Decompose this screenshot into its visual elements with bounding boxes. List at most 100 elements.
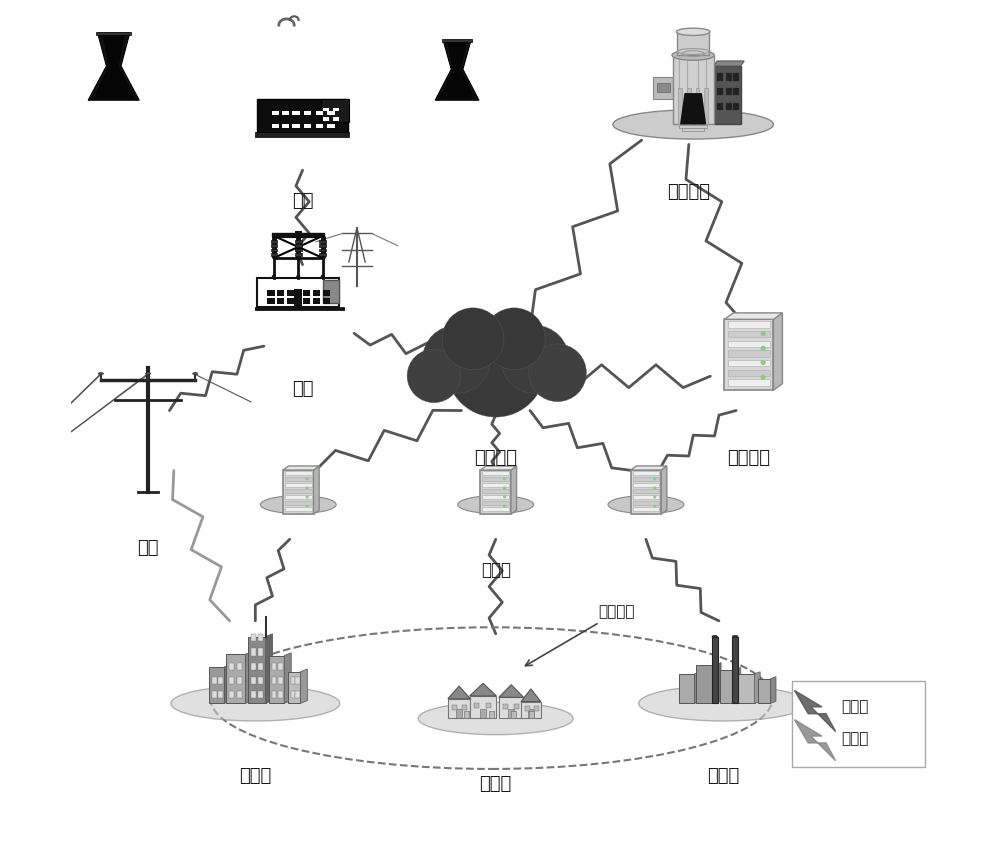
Bar — [503, 704, 508, 709]
Ellipse shape — [145, 372, 151, 375]
Polygon shape — [314, 466, 319, 514]
Polygon shape — [448, 686, 470, 699]
Polygon shape — [511, 466, 517, 514]
Bar — [319, 249, 326, 251]
Polygon shape — [439, 41, 475, 98]
Bar — [657, 83, 670, 92]
Text: 工业区: 工业区 — [707, 766, 739, 785]
Bar — [218, 690, 223, 698]
Circle shape — [501, 326, 569, 393]
Bar — [737, 674, 755, 703]
Text: 商业区: 商业区 — [239, 766, 271, 785]
Bar — [489, 711, 494, 719]
Bar — [733, 73, 739, 80]
Circle shape — [272, 275, 276, 279]
Bar — [758, 679, 770, 703]
Bar — [269, 656, 284, 703]
Circle shape — [761, 331, 766, 336]
Bar — [277, 289, 284, 296]
Bar — [313, 289, 320, 296]
Bar — [96, 32, 131, 35]
Bar — [633, 489, 659, 493]
Bar — [456, 709, 462, 719]
Polygon shape — [283, 466, 319, 470]
Bar — [291, 690, 295, 698]
Text: 雾结点: 雾结点 — [481, 561, 511, 579]
Ellipse shape — [608, 496, 684, 513]
Text: 信息流: 信息流 — [841, 699, 868, 715]
Circle shape — [407, 349, 461, 403]
Bar — [251, 649, 256, 656]
Bar — [633, 495, 659, 499]
Circle shape — [296, 275, 300, 279]
Bar — [285, 495, 312, 499]
Text: 控制中心: 控制中心 — [667, 183, 710, 201]
Polygon shape — [653, 77, 673, 98]
Bar — [508, 709, 514, 719]
Polygon shape — [661, 466, 667, 514]
Ellipse shape — [712, 636, 718, 638]
Bar — [696, 664, 715, 703]
Ellipse shape — [676, 29, 710, 35]
Ellipse shape — [98, 372, 103, 375]
Bar — [633, 507, 659, 511]
Circle shape — [305, 486, 309, 490]
Bar — [464, 711, 469, 719]
Bar — [285, 477, 312, 481]
Bar — [679, 674, 694, 703]
Bar — [209, 667, 224, 703]
Bar — [732, 637, 738, 703]
Polygon shape — [470, 683, 496, 696]
Bar — [631, 470, 661, 514]
Bar — [470, 696, 496, 719]
Bar — [212, 677, 217, 683]
Bar — [218, 677, 223, 683]
Ellipse shape — [193, 372, 198, 375]
Polygon shape — [435, 41, 479, 100]
Bar — [295, 252, 302, 256]
Bar — [728, 379, 770, 385]
Circle shape — [446, 318, 545, 417]
Polygon shape — [735, 668, 741, 703]
Bar — [482, 495, 509, 499]
Polygon shape — [694, 671, 700, 703]
Bar — [258, 690, 263, 698]
Bar — [486, 703, 491, 708]
Bar — [733, 88, 739, 95]
Bar — [258, 663, 263, 670]
Bar — [237, 677, 242, 683]
Polygon shape — [88, 33, 139, 100]
Bar — [333, 107, 339, 111]
Bar — [728, 360, 770, 366]
Text: 云服务器: 云服务器 — [474, 449, 517, 467]
Bar — [525, 706, 530, 711]
Bar — [528, 709, 534, 719]
Circle shape — [442, 308, 504, 370]
Bar — [678, 88, 682, 124]
Polygon shape — [224, 664, 231, 703]
Bar — [295, 690, 300, 698]
Bar — [292, 111, 300, 115]
Bar — [283, 470, 314, 514]
Bar — [633, 471, 659, 475]
Bar — [251, 690, 256, 698]
Bar — [295, 677, 300, 683]
Bar — [304, 124, 311, 128]
Bar — [258, 677, 263, 683]
Bar — [733, 103, 739, 110]
Bar — [295, 231, 302, 236]
Bar — [323, 298, 330, 304]
Bar — [295, 249, 302, 251]
Bar — [278, 677, 283, 683]
Bar — [482, 507, 509, 511]
Circle shape — [653, 477, 656, 480]
Bar — [257, 278, 339, 307]
Bar — [333, 117, 339, 121]
Bar — [316, 124, 323, 128]
Text: 电力流: 电力流 — [841, 731, 868, 746]
Bar — [291, 677, 295, 683]
Bar — [285, 471, 312, 475]
Polygon shape — [631, 466, 667, 470]
Circle shape — [761, 375, 766, 380]
Bar — [271, 240, 277, 244]
